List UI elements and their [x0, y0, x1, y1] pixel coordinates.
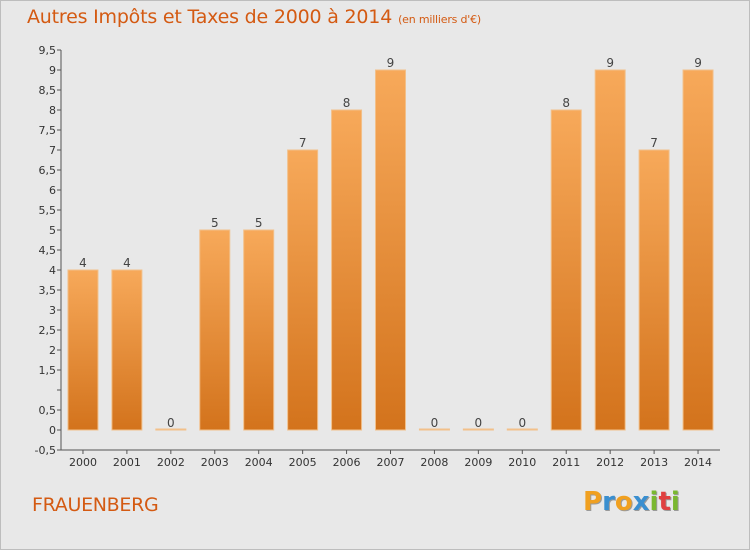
bar-2001 [111, 269, 143, 431]
bar-2007 [375, 69, 406, 431]
bar-value-label: 8 [562, 96, 570, 110]
x-tick-label: 2014 [684, 456, 712, 469]
y-tick-label: 6,5 [39, 164, 57, 177]
bar-value-label: 4 [79, 256, 87, 270]
logo-letter: x [632, 487, 650, 517]
y-tick-label: 5 [49, 224, 56, 237]
y-tick-label: 3 [49, 304, 56, 317]
logo-letter: P [583, 487, 603, 517]
bar-value-label: 0 [518, 416, 526, 430]
bar-value-label: 0 [431, 416, 439, 430]
y-tick-label: 4 [49, 264, 56, 277]
bar-value-label: 8 [343, 96, 351, 110]
x-tick-label: 2006 [333, 456, 361, 469]
y-tick-label: 9 [49, 64, 56, 77]
bar-value-label: 0 [167, 416, 175, 430]
bar-value-label: 5 [255, 216, 263, 230]
y-tick-label: 8,5 [39, 84, 57, 97]
y-tick-label: 4,5 [39, 244, 57, 257]
label-layer: 4 2000 4 2001 0 2002 5 2003 5 2004 7 2005 8 2006 9 2007… [69, 56, 712, 469]
city-name: FRAUENBERG [32, 494, 159, 516]
y-tick-label: -0,5 [35, 444, 56, 457]
bar-2008 [418, 428, 450, 431]
logo-letter: o [614, 487, 633, 517]
x-tick-label: 2000 [69, 456, 97, 469]
bar-2011 [550, 109, 582, 431]
x-tick-label: 2001 [113, 456, 141, 469]
y-tick-label: 0 [49, 424, 56, 437]
y-tick-label: 8 [49, 104, 56, 117]
bar-2013 [638, 149, 670, 431]
bar-2009 [462, 428, 494, 431]
x-tick-label: 2010 [508, 456, 536, 469]
bar-2004 [243, 229, 275, 431]
chart-title-unit: (en milliers d'€) [398, 13, 481, 26]
chart-title-text: Autres Impôts et Taxes de 2000 à 2014 [27, 6, 393, 28]
x-tick-label: 2007 [377, 456, 405, 469]
y-tick-label: 9,5 [39, 44, 57, 57]
bar-value-label: 9 [606, 56, 614, 70]
bar-layer [67, 69, 714, 431]
x-tick-label: 2011 [552, 456, 580, 469]
proxiti-logo: Proxiti [583, 487, 680, 517]
logo-letter: r [602, 487, 615, 517]
y-tick-label: 2 [49, 344, 56, 357]
bar-value-label: 9 [694, 56, 702, 70]
y-tick-label: 3,5 [39, 284, 57, 297]
logo-letter: i [649, 487, 659, 517]
x-tick-label: 2008 [420, 456, 448, 469]
y-tick-label: 5,5 [39, 204, 57, 217]
bar-2006 [331, 109, 363, 431]
x-tick-label: 2005 [289, 456, 317, 469]
y-tick-label: 1,5 [39, 364, 57, 377]
bar-2005 [287, 149, 319, 431]
y-tick-label: 7 [49, 144, 56, 157]
bar-value-label: 7 [650, 136, 658, 150]
x-tick-label: 2003 [201, 456, 229, 469]
logo-letter: i [670, 487, 680, 517]
x-tick-label: 2009 [464, 456, 492, 469]
y-tick-label: 6 [49, 184, 56, 197]
bar-2003 [199, 229, 231, 431]
y-tick-label: 0,5 [39, 404, 57, 417]
bar-value-label: 0 [475, 416, 483, 430]
x-tick-label: 2013 [640, 456, 668, 469]
bar-value-label: 5 [211, 216, 219, 230]
bar-value-label: 4 [123, 256, 131, 270]
y-tick-label: 2,5 [39, 324, 57, 337]
axis-layer: -0,5 0 0,5 1,5 2 2,5 3 3,5 4 4,5 5 5,5 6 6,5 7 7,5 8 8,5 9… [35, 44, 720, 457]
x-tick-label: 2012 [596, 456, 624, 469]
bar-2002 [155, 428, 187, 431]
bar-2014 [682, 69, 714, 431]
x-tick-label: 2002 [157, 456, 185, 469]
x-tick-label: 2004 [245, 456, 273, 469]
bar-2010 [506, 428, 538, 431]
chart-title: Autres Impôts et Taxes de 2000 à 2014 (en… [27, 6, 481, 28]
bar-value-label: 7 [299, 136, 307, 150]
bar-2012 [594, 69, 626, 431]
bar-2000 [67, 269, 99, 431]
y-tick-label: 7,5 [39, 124, 57, 137]
logo-letter: t [658, 487, 671, 517]
bar-value-label: 9 [387, 56, 395, 70]
